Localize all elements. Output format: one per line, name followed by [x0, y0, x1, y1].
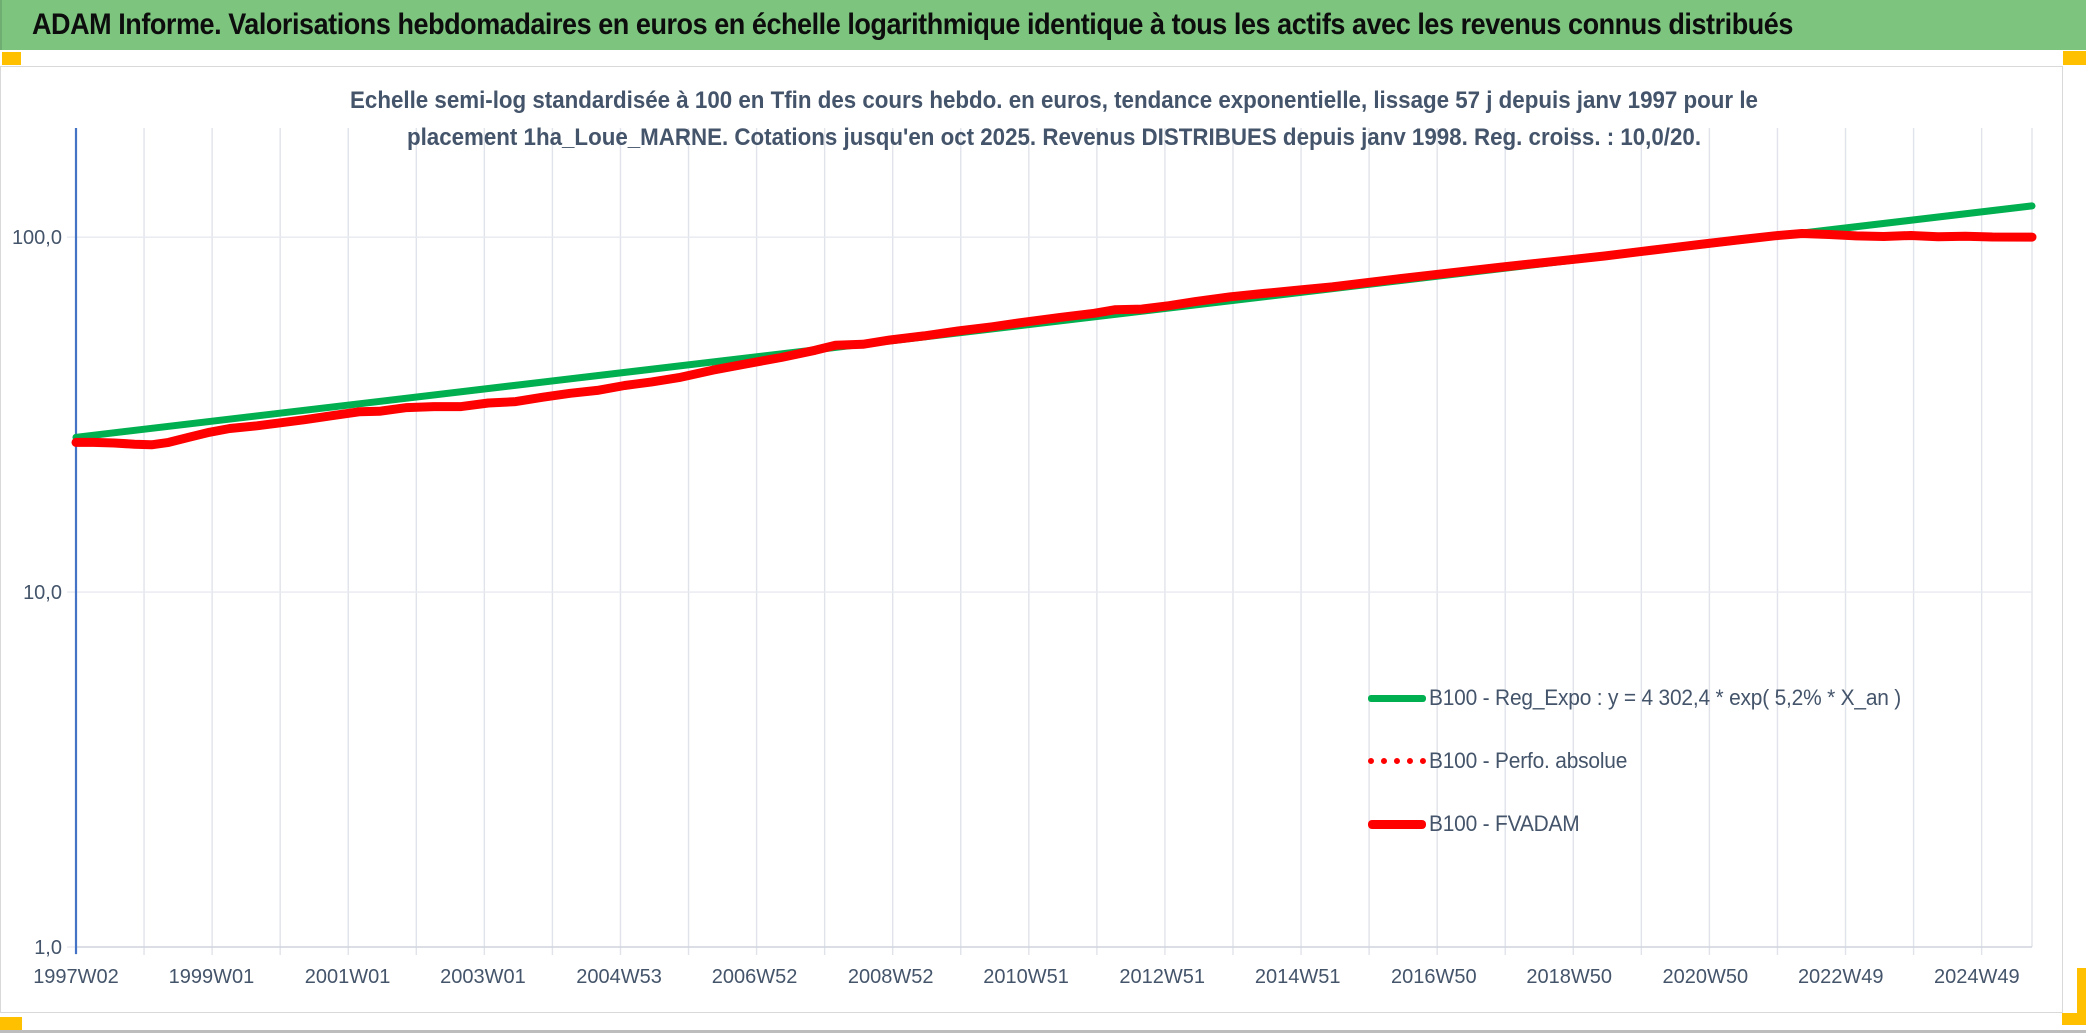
chart-title: Echelle semi-log standardisée à 100 en T…: [76, 82, 2032, 156]
x-axis-tick-label: 2018W50: [1526, 966, 1612, 988]
x-axis-tick-label: 2016W50: [1391, 966, 1477, 988]
x-axis-tick-label: 2022W49: [1798, 966, 1884, 988]
corner-marker-bottom-right-horizontal: [2062, 1013, 2086, 1025]
x-axis-tick-label: 1999W01: [169, 966, 255, 988]
x-axis-tick-label: 2008W52: [848, 966, 934, 988]
corner-marker-bottom-right-vertical: [2077, 968, 2086, 1025]
x-axis-tick-label: 2006W52: [712, 966, 798, 988]
corner-marker-top-left: [2, 52, 21, 65]
x-axis-tick-label: 2001W01: [305, 966, 391, 988]
y-axis-tick-label: 100,0: [12, 227, 62, 249]
x-axis-tick-label: 2024W49: [1934, 966, 2020, 988]
legend-label-reg-expo: B100 - Reg_Expo : y = 4 302,4 * exp( 5,2…: [1429, 685, 1902, 710]
chart-title-line-2: placement 1ha_Loue_MARNE. Cotations jusq…: [406, 124, 1702, 151]
window-bottom-edge: [0, 1030, 2086, 1033]
x-axis-tick-label: 1997W02: [33, 966, 119, 988]
chart-panel[interactable]: [0, 66, 2063, 1013]
y-axis-tick-label: 1,0: [34, 937, 62, 959]
corner-marker-top-right: [2063, 51, 2086, 65]
x-axis-tick-label: 2012W51: [1119, 966, 1205, 988]
x-axis-tick-label: 2014W51: [1255, 966, 1341, 988]
x-axis-tick-label: 2020W50: [1663, 966, 1749, 988]
legend-marker-green-line-icon: [1368, 694, 1426, 702]
legend-item-reg-expo[interactable]: B100 - Reg_Expo : y = 4 302,4 * exp( 5,2…: [1368, 683, 1926, 713]
legend-item-perfo-absolue[interactable]: B100 - Perfo. absolue: [1368, 746, 1926, 776]
legend-marker-red-dotted-line-icon: [1368, 758, 1426, 764]
x-axis-tick-label: 2004W53: [576, 966, 662, 988]
chart-title-line-1: Echelle semi-log standardisée à 100 en T…: [350, 87, 1758, 114]
x-axis-tick-label: 2003W01: [440, 966, 526, 988]
legend: B100 - Reg_Expo : y = 4 302,4 * exp( 5,2…: [1368, 683, 1926, 872]
legend-marker-red-line-icon: [1368, 819, 1426, 829]
report-title: ADAM Informe. Valorisations hebdomadaire…: [32, 8, 1793, 41]
corner-marker-bottom-left: [0, 1017, 22, 1033]
legend-label-fvadam: B100 - FVADAM: [1429, 811, 1580, 836]
series-line-red: [71, 229, 2037, 450]
legend-label-perfo-absolue: B100 - Perfo. absolue: [1429, 748, 1628, 773]
legend-item-fvadam[interactable]: B100 - FVADAM: [1368, 809, 1926, 839]
y-axis-tick-label: 10,0: [23, 582, 62, 604]
report-header-bar: ADAM Informe. Valorisations hebdomadaire…: [0, 0, 2086, 50]
x-axis-tick-label: 2010W51: [983, 966, 1069, 988]
